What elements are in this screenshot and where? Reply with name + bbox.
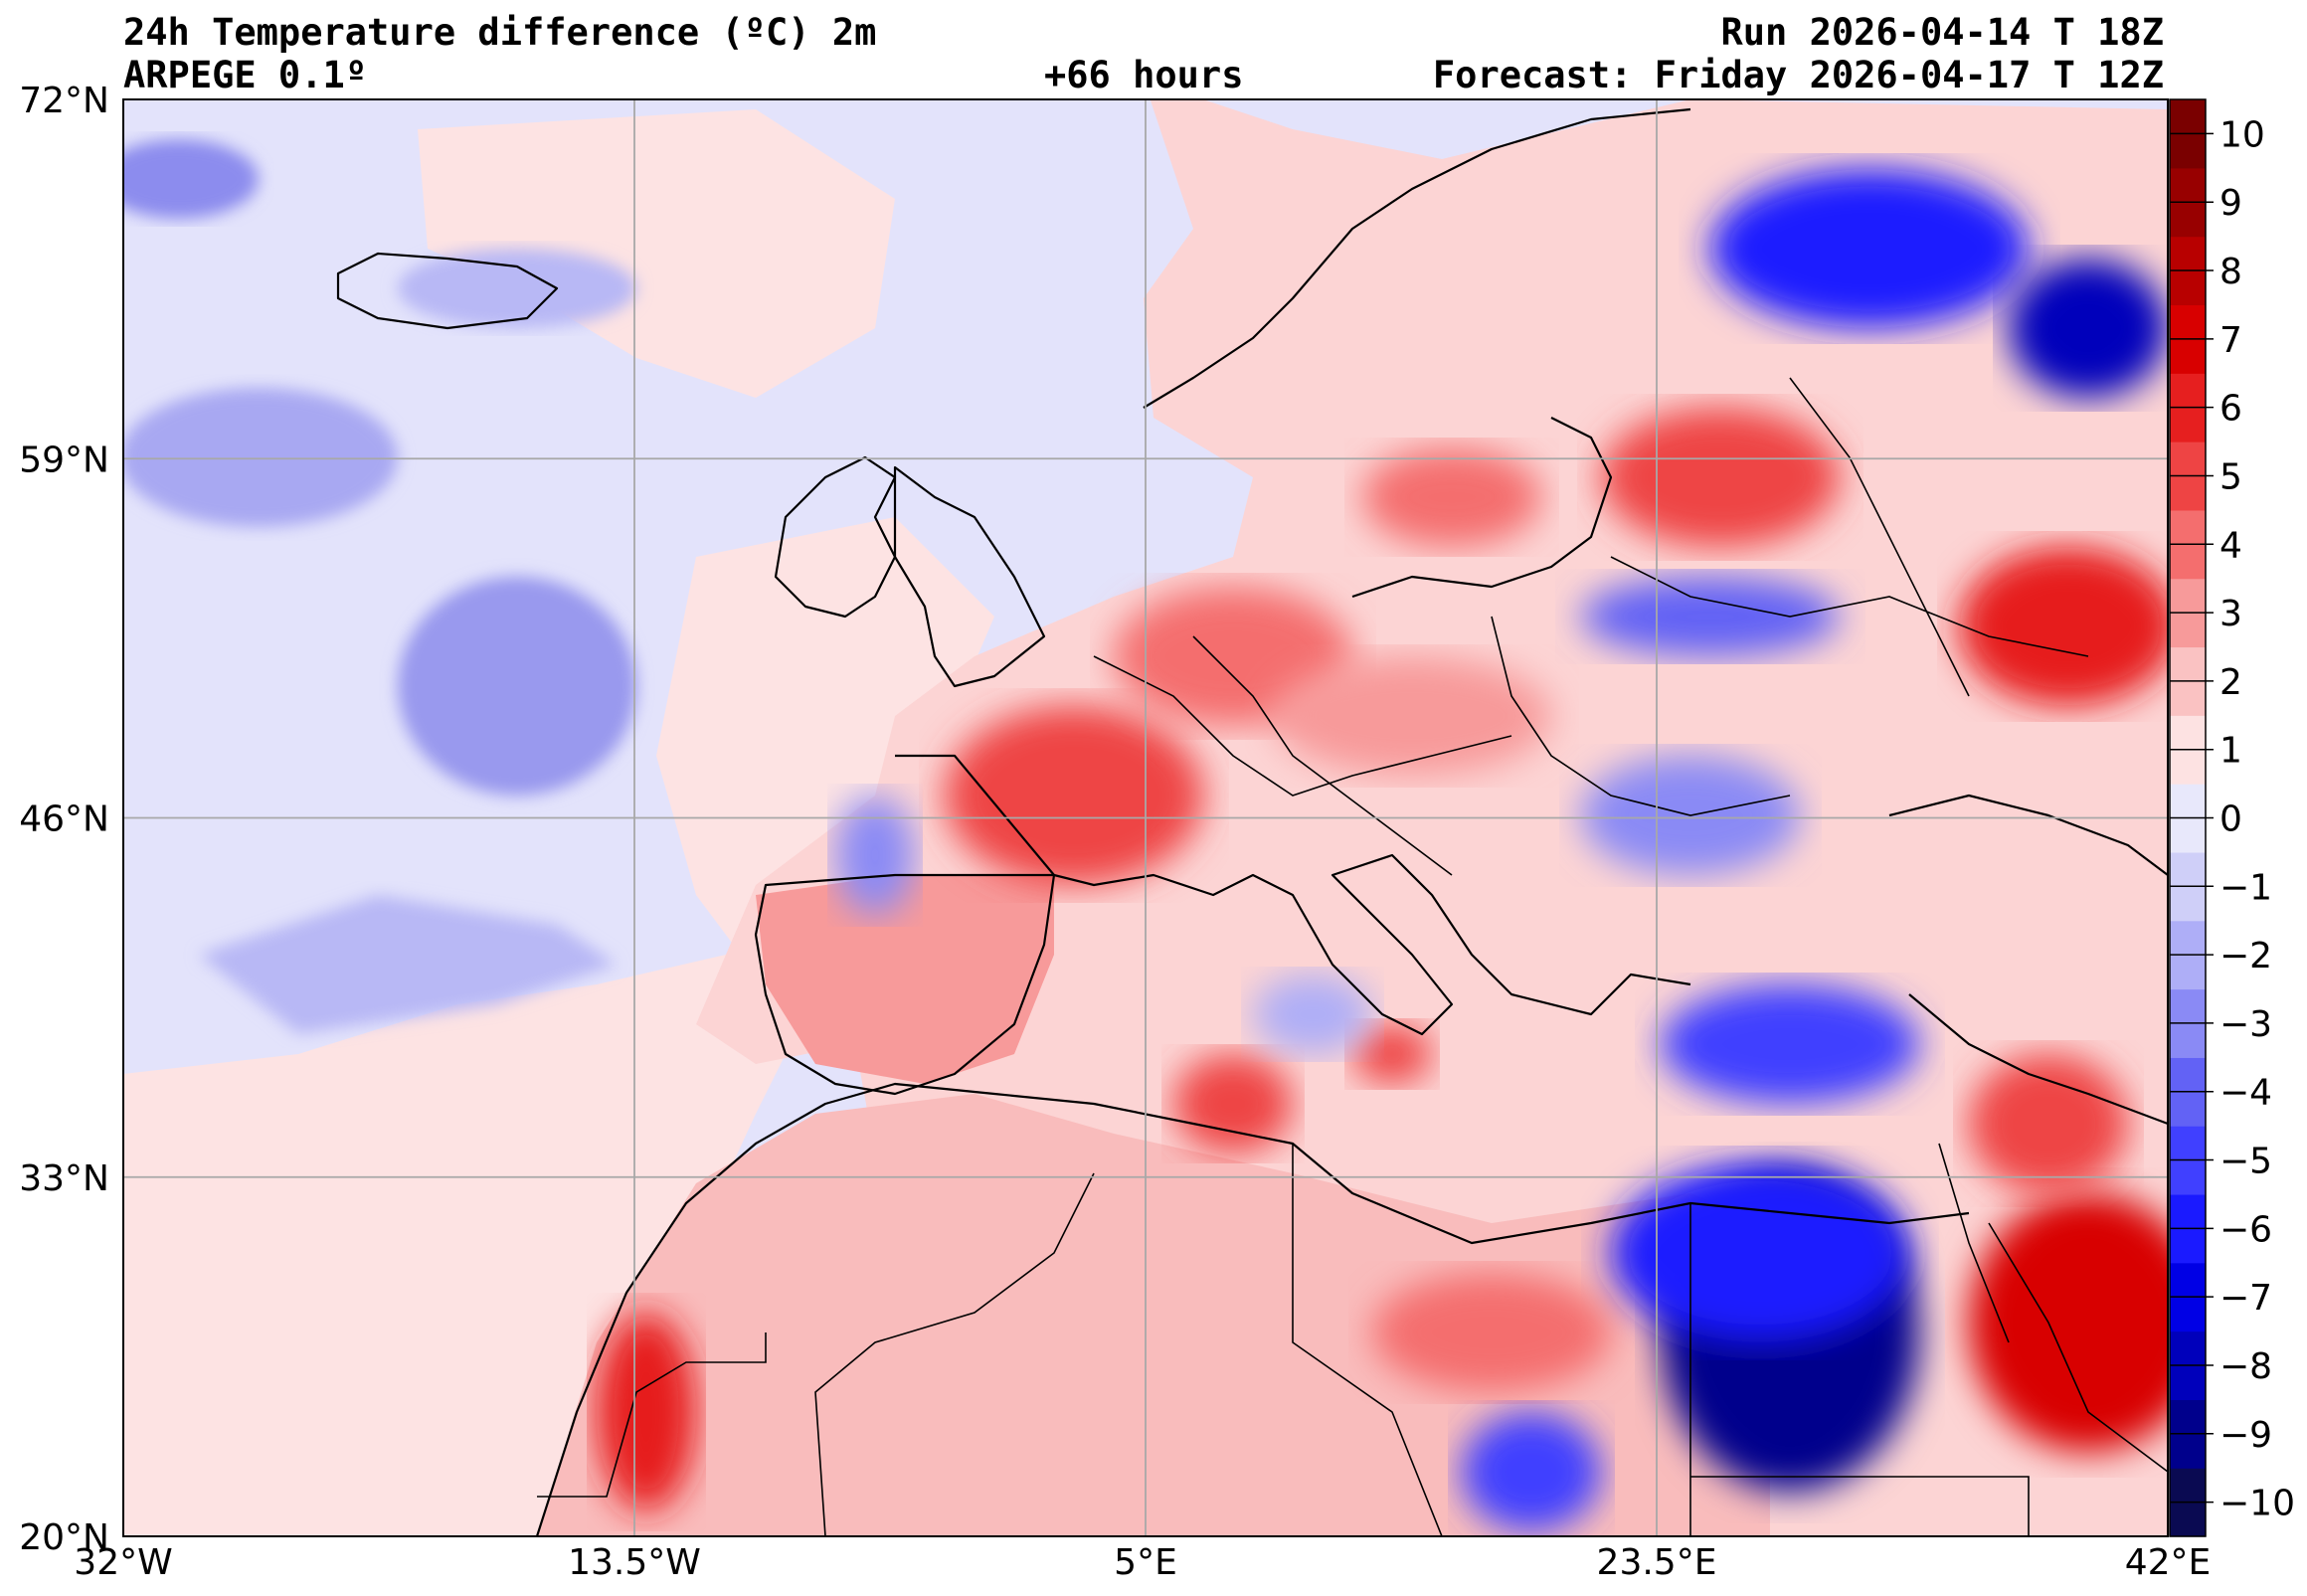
cold-anomaly — [1710, 169, 2029, 328]
land-iberia — [756, 875, 1054, 1084]
warm-anomaly — [1352, 1024, 1432, 1084]
colorbar-tick-label: −3 — [2219, 1004, 2272, 1045]
latitude-tick-label: 20°N — [19, 1517, 109, 1558]
coastline — [336, 252, 559, 330]
border — [814, 1172, 1095, 1536]
latitude-tick-label: 33°N — [19, 1158, 109, 1199]
cold-anomaly — [1253, 975, 1372, 1054]
colorbar-tick-label: −9 — [2219, 1415, 2272, 1456]
longitude-tick-labels: 32°W 13.5°W 5°E 23.5°E 42°E — [74, 1542, 2211, 1583]
warm-anomaly — [1372, 1273, 1611, 1392]
run-label: Run 2026-04-14 T 18Z — [1720, 11, 2164, 54]
coastline — [535, 1082, 1970, 1536]
latitude-tick-label: 72°N — [19, 81, 109, 121]
latitude-tick-label: 46°N — [19, 799, 109, 840]
coastline — [895, 754, 1691, 1036]
colorbar-tick-label: 10 — [2219, 114, 2265, 155]
border — [1610, 556, 2089, 657]
border — [537, 1332, 767, 1498]
colorbar-tick-label: −7 — [2219, 1278, 2272, 1319]
colorbar-tick-label: 9 — [2219, 183, 2242, 224]
cold-anomaly — [123, 139, 259, 219]
border — [1690, 1476, 2030, 1536]
coastlines — [336, 107, 2168, 1536]
border — [1093, 655, 1512, 797]
colorbar-tick-label: 2 — [2219, 662, 2242, 703]
border — [1789, 377, 1970, 697]
colorbar-tick-label: 5 — [2219, 456, 2242, 497]
border — [1192, 635, 1453, 876]
map-frame — [122, 98, 2169, 1537]
warm-anomaly — [597, 1313, 696, 1511]
cold-anomaly — [1611, 1163, 1909, 1342]
warm-ocean-region — [123, 955, 815, 1536]
cold-anomaly — [398, 249, 636, 328]
chart-title: 24h Temperature difference (ºC) 2m — [123, 11, 877, 54]
coastline — [1143, 107, 1691, 409]
cold-anomaly — [1661, 984, 1919, 1104]
colorbar-tick-label: 0 — [2219, 799, 2242, 840]
lead-time-label: +66 hours — [1044, 54, 1244, 96]
latitude-tick-labels: 20°N 33°N 46°N 59°N 72°N — [19, 81, 109, 1558]
cold-anomaly — [123, 388, 398, 527]
warm-anomaly — [1601, 408, 1840, 547]
colorbar-tick-label: 3 — [2219, 594, 2242, 634]
longitude-tick-label: 23.5°E — [1597, 1542, 1717, 1583]
model-label: ARPEGE 0.1º — [123, 54, 368, 96]
colorbar-tick-label: −6 — [2219, 1209, 2272, 1250]
cold-anomaly — [398, 577, 636, 796]
coastline — [1908, 993, 2168, 1126]
country-borders — [537, 377, 2168, 1536]
longitude-tick-label: 42°E — [2125, 1542, 2212, 1583]
colorbar-tick-label: −5 — [2219, 1142, 2272, 1182]
colorbar-tick-label: −2 — [2219, 936, 2272, 976]
warm-anomaly — [1969, 1054, 2128, 1193]
map-area — [123, 99, 2168, 1536]
colorbar-tick-label: −8 — [2219, 1346, 2272, 1387]
longitude-tick-label: 32°W — [74, 1542, 172, 1583]
colorbar-tick-label: 1 — [2219, 731, 2242, 772]
cold-anomaly — [1462, 1412, 1601, 1531]
colorbar-tick-label: −10 — [2219, 1484, 2295, 1524]
border — [1988, 1222, 2168, 1473]
coastline — [1888, 794, 2168, 876]
forecast-label: Forecast: Friday 2026-04-17 T 12Z — [1432, 54, 2164, 96]
warm-ocean-region-north — [418, 109, 895, 398]
border — [1292, 1144, 1443, 1536]
graticule — [123, 99, 2168, 1536]
longitude-tick-label: 13.5°W — [568, 1542, 701, 1583]
colorbar-tick-label: 6 — [2219, 389, 2242, 430]
coastline — [754, 873, 1056, 1096]
warm-anomaly — [1362, 447, 1541, 547]
coastline — [893, 465, 1046, 688]
colorbar-tick-label: −1 — [2219, 867, 2272, 908]
cold-anomaly — [199, 895, 617, 1034]
colorbar-tick-label: −4 — [2219, 1073, 2272, 1114]
cold-anomaly — [835, 796, 915, 915]
land-north-africa — [537, 1094, 1770, 1536]
warm-anomaly — [1969, 1193, 2168, 1452]
warm-anomaly — [1959, 547, 2168, 706]
longitude-tick-label: 5°E — [1114, 1542, 1177, 1583]
border — [1491, 616, 1791, 816]
colorbar-tick-label: 8 — [2219, 252, 2242, 292]
colorbar-tick-label: 4 — [2219, 525, 2242, 566]
latitude-tick-label: 59°N — [19, 440, 109, 480]
warm-ocean-belt — [656, 517, 994, 975]
colorbar-tick-label: 7 — [2219, 320, 2242, 361]
warm-anomaly — [1273, 656, 1551, 776]
cold-anomaly — [1581, 577, 1840, 656]
coastline — [1351, 417, 1613, 599]
warm-anomaly — [1173, 1054, 1293, 1153]
warm-anomaly — [945, 706, 1203, 885]
cold-anomaly — [2009, 259, 2168, 398]
